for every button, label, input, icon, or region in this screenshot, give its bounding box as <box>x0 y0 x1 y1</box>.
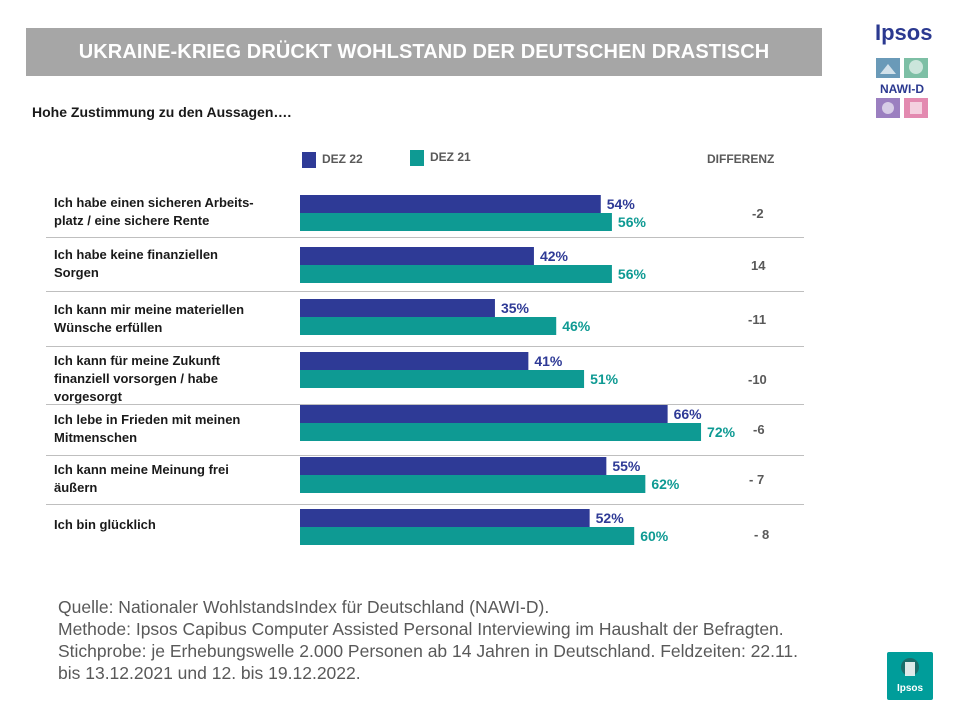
row-label-1: Ich habe einen sicheren Arbeits-platz / … <box>54 195 254 228</box>
data-label-dez21-5: 72% <box>707 424 736 440</box>
row-label-2: Ich habe keine finanziellen Sorgen <box>54 247 218 280</box>
row-separator <box>46 504 804 505</box>
row-separator <box>46 346 804 347</box>
legend-swatch-dez22 <box>302 152 316 168</box>
data-label-dez21-6: 62% <box>651 476 680 492</box>
bar-dez21-1 <box>300 213 612 231</box>
legend-label-dez22: DEZ 22 <box>322 152 363 167</box>
row-label-4: Ich kann für meine Zukunft finanziell vor… <box>54 353 221 404</box>
data-label-dez22-7: 52% <box>596 510 625 526</box>
difference-value-5: -6 <box>753 422 765 437</box>
difference-value-7: - 8 <box>754 527 770 542</box>
row-separator <box>46 455 804 456</box>
source-note: Quelle: Nationaler WohlstandsIndex für D… <box>58 596 818 684</box>
difference-value-3: -11 <box>748 312 767 327</box>
data-label-dez22-6: 55% <box>612 458 641 474</box>
difference-value-2: 14 <box>751 258 766 273</box>
ipsos-logo: Ipsos <box>875 20 933 45</box>
bar-dez21-2 <box>300 265 612 283</box>
data-label-dez21-3: 46% <box>562 318 591 334</box>
bar-dez22-7 <box>300 509 590 527</box>
row-separator <box>46 404 804 405</box>
row-separator <box>46 291 804 292</box>
chart-subtitle: Hohe Zustimmung zu den Aussagen…. <box>32 104 292 120</box>
bar-dez21-4 <box>300 370 585 388</box>
row-label-6: Ich kann meine Meinung frei äußern <box>54 462 229 495</box>
data-label-dez22-3: 35% <box>501 300 530 316</box>
ipsos-badge-label: Ipsos <box>896 683 924 694</box>
ipsos-badge-logo: Ipsos <box>887 652 933 700</box>
svg-text:NAWI-D: NAWI-D <box>880 82 924 96</box>
data-label-dez22-5: 66% <box>674 406 703 422</box>
difference-value-1: -2 <box>752 206 764 221</box>
bar-dez21-5 <box>300 423 702 441</box>
page-title: UKRAINE-KRIEG DRÜCKT WOHLSTAND DER DEUTS… <box>78 40 770 63</box>
row-separator <box>46 237 804 238</box>
data-label-dez22-1: 54% <box>607 196 636 212</box>
bar-dez21-6 <box>300 475 646 493</box>
legend-label-dez21: DEZ 21 <box>430 150 471 165</box>
ipsos-mark-icon <box>901 658 919 676</box>
data-label-dez21-4: 51% <box>590 371 619 387</box>
data-label-dez21-1: 56% <box>618 214 647 230</box>
difference-header: DIFFERENZ <box>707 152 775 166</box>
difference-value-4: -10 <box>748 372 767 387</box>
method-line: Methode: Ipsos Capibus Computer Assisted… <box>58 619 799 683</box>
nawi-d-logo: NAWI-D <box>876 58 928 118</box>
title-bar: UKRAINE-KRIEG DRÜCKT WOHLSTAND DER DEUTS… <box>26 28 822 76</box>
bar-dez22-5 <box>300 405 668 423</box>
bar-dez22-6 <box>300 457 607 475</box>
bar-dez22-1 <box>300 195 601 213</box>
data-label-dez21-2: 56% <box>618 266 647 282</box>
row-label-3: Ich kann mir meine materiellen Wünsche er… <box>54 302 245 335</box>
data-label-dez22-2: 42% <box>540 248 569 264</box>
data-label-dez21-7: 60% <box>640 528 669 544</box>
bar-dez21-3 <box>300 317 557 335</box>
source-line: Quelle: Nationaler WohlstandsIndex für D… <box>58 597 550 617</box>
bar-dez22-4 <box>300 352 529 370</box>
legend-swatch-dez21 <box>410 150 424 166</box>
legend-item-dez22: DEZ 22 <box>302 152 363 168</box>
legend-item-dez21: DEZ 21 <box>410 150 471 166</box>
bar-dez22-2 <box>300 247 534 265</box>
bar-dez22-3 <box>300 299 495 317</box>
data-label-dez22-4: 41% <box>534 353 563 369</box>
row-label-5: Ich lebe in Frieden mit meinen Mitmensche… <box>54 412 241 445</box>
bar-dez21-7 <box>300 527 635 545</box>
difference-value-6: - 7 <box>749 472 765 487</box>
row-label-7: Ich bin glücklich <box>54 517 156 532</box>
